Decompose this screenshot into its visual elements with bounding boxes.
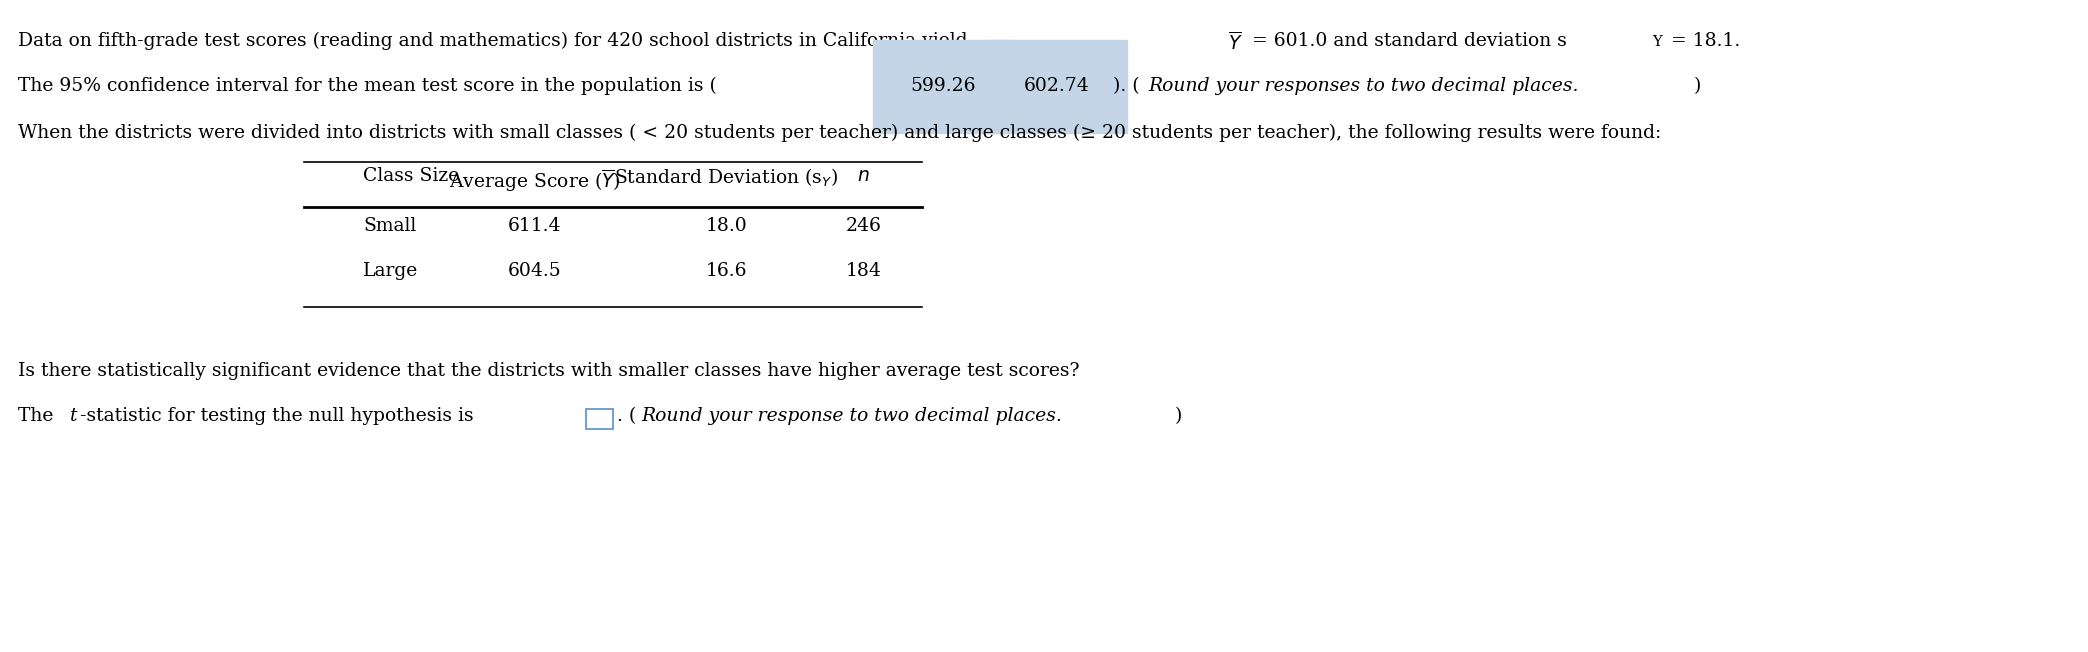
Text: Data on fifth-grade test scores (reading and mathematics) for 420 school distric: Data on fifth-grade test scores (reading… (17, 32, 973, 50)
Text: $\overline{Y}$: $\overline{Y}$ (1228, 32, 1242, 53)
Text: 604.5: 604.5 (507, 262, 562, 280)
Text: 16.6: 16.6 (706, 262, 748, 280)
Text: Average Score ($\overline{Y}$): Average Score ($\overline{Y}$) (449, 167, 620, 194)
Text: The: The (17, 407, 58, 425)
Text: -statistic for testing the null hypothesis is: -statistic for testing the null hypothes… (79, 407, 478, 425)
Text: Is there statistically significant evidence that the districts with smaller clas: Is there statistically significant evide… (17, 362, 1079, 380)
Text: ,: , (994, 77, 1017, 95)
Text: $n$: $n$ (858, 167, 871, 185)
Text: The 95% confidence interval for the mean test score in the population is (: The 95% confidence interval for the mean… (17, 77, 722, 95)
Text: Round your response to two decimal places.: Round your response to two decimal place… (641, 407, 1063, 425)
Text: Class Size: Class Size (363, 167, 459, 185)
Text: 602.74: 602.74 (1023, 77, 1090, 95)
Text: When the districts were divided into districts with small classes ( < 20 student: When the districts were divided into dis… (17, 124, 1660, 142)
Text: ): ) (1693, 77, 1700, 95)
Text: 246: 246 (846, 217, 881, 235)
Text: 611.4: 611.4 (507, 217, 562, 235)
Text: Small: Small (363, 217, 416, 235)
Text: Large: Large (363, 262, 418, 280)
Text: t: t (71, 407, 77, 425)
Text: ). (: ). ( (1107, 77, 1140, 95)
Text: Round your responses to two decimal places.: Round your responses to two decimal plac… (1148, 77, 1579, 95)
Bar (585, 409, 614, 429)
Text: . (: . ( (616, 407, 637, 425)
Text: 18.0: 18.0 (706, 217, 748, 235)
Text: = 18.1.: = 18.1. (1664, 32, 1739, 50)
Text: 599.26: 599.26 (910, 77, 975, 95)
Text: ): ) (1173, 407, 1182, 425)
Text: Standard Deviation (s$_Y$): Standard Deviation (s$_Y$) (614, 167, 837, 189)
Text: Y: Y (1652, 35, 1662, 49)
Text: 184: 184 (846, 262, 881, 280)
Text: = 601.0 and standard deviation s: = 601.0 and standard deviation s (1247, 32, 1566, 50)
